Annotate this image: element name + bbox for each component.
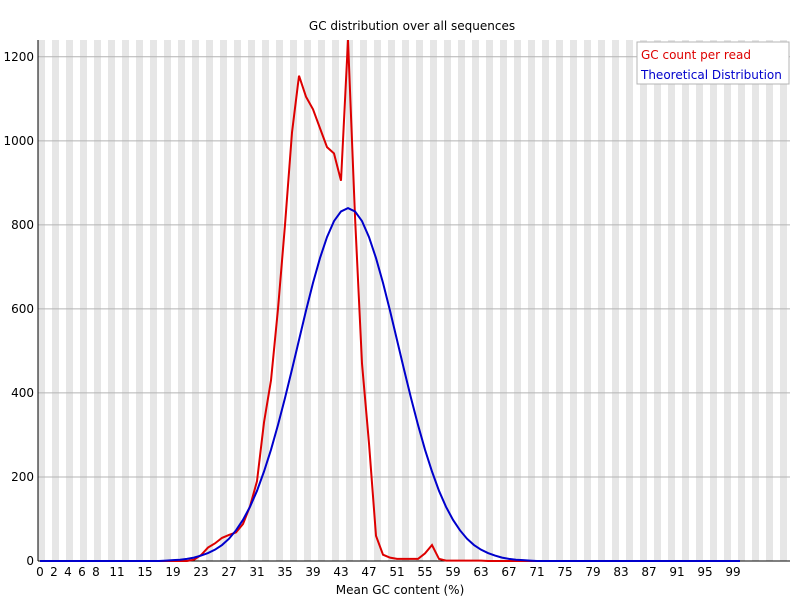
band <box>346 40 353 561</box>
band <box>290 40 297 561</box>
band <box>332 40 339 561</box>
x-tick-label: 51 <box>389 565 404 579</box>
x-tick-label: 71 <box>529 565 544 579</box>
x-tick-label: 59 <box>445 565 460 579</box>
band <box>430 40 437 561</box>
x-tick-label: 87 <box>641 565 656 579</box>
band <box>598 40 605 561</box>
x-tick-label: 19 <box>165 565 180 579</box>
band <box>108 40 115 561</box>
band <box>192 40 199 561</box>
y-tick-label: 400 <box>11 386 34 400</box>
y-tick-label: 1000 <box>3 134 34 148</box>
band <box>500 40 507 561</box>
band <box>668 40 675 561</box>
band <box>262 40 269 561</box>
band <box>612 40 619 561</box>
band <box>682 40 689 561</box>
x-tick-label: 2 <box>50 565 58 579</box>
band <box>486 40 493 561</box>
plot-background <box>38 40 787 561</box>
x-tick-label: 91 <box>669 565 684 579</box>
band <box>570 40 577 561</box>
x-tick-label: 31 <box>249 565 264 579</box>
band <box>150 40 157 561</box>
y-tick-label: 800 <box>11 218 34 232</box>
band <box>374 40 381 561</box>
band <box>80 40 87 561</box>
x-tick-label: 39 <box>305 565 320 579</box>
x-tick-label: 67 <box>501 565 516 579</box>
x-tick-label: 55 <box>417 565 432 579</box>
y-tick-label: 200 <box>11 470 34 484</box>
band <box>234 40 241 561</box>
band <box>164 40 171 561</box>
band <box>304 40 311 561</box>
band <box>66 40 73 561</box>
band <box>738 40 745 561</box>
band <box>528 40 535 561</box>
band <box>444 40 451 561</box>
x-tick-label: 11 <box>109 565 124 579</box>
band <box>472 40 479 561</box>
data-line <box>40 206 740 562</box>
band <box>122 40 129 561</box>
band <box>248 40 255 561</box>
legend-box <box>636 41 790 85</box>
band <box>710 40 717 561</box>
x-tick-label: 6 <box>78 565 86 579</box>
x-tick-label: 27 <box>221 565 236 579</box>
chart-title: GC distribution over all sequences <box>309 19 515 33</box>
band <box>696 40 703 561</box>
band <box>514 40 521 561</box>
x-tick-label: 0 <box>36 565 44 579</box>
x-tick-label: 75 <box>557 565 572 579</box>
x-tick-label: 43 <box>333 565 348 579</box>
x-tick-label: 79 <box>585 565 600 579</box>
band <box>640 40 647 561</box>
band <box>584 40 591 561</box>
x-tick-label: 8 <box>92 565 100 579</box>
band <box>766 40 773 561</box>
band <box>752 40 759 561</box>
band <box>220 40 227 561</box>
band <box>388 40 395 561</box>
band <box>416 40 423 561</box>
band <box>724 40 731 561</box>
band <box>318 40 325 561</box>
x-tick-label: 35 <box>277 565 292 579</box>
x-tick-label: 95 <box>697 565 712 579</box>
band <box>654 40 661 561</box>
band <box>402 40 409 561</box>
x-tick-label: 63 <box>473 565 488 579</box>
y-tick-label: 600 <box>11 302 34 316</box>
band <box>136 40 143 561</box>
band <box>360 40 367 561</box>
y-tick-label: 0 <box>26 554 34 568</box>
band <box>780 40 787 561</box>
x-tick-label: 99 <box>725 565 740 579</box>
x-tick-label: 47 <box>361 565 376 579</box>
x-tick-label: 83 <box>613 565 628 579</box>
band <box>178 40 185 561</box>
band <box>626 40 633 561</box>
x-axis-label: Mean GC content (%) <box>336 583 465 597</box>
band <box>556 40 563 561</box>
band <box>94 40 101 561</box>
x-tick-label: 4 <box>64 565 72 579</box>
legend-label: GC count per read <box>641 48 751 62</box>
x-tick-label: 23 <box>193 565 208 579</box>
band <box>38 40 45 561</box>
y-tick-label: 1200 <box>3 50 34 64</box>
x-tick-label: 15 <box>137 565 152 579</box>
band <box>206 40 213 561</box>
band <box>52 40 59 561</box>
band <box>542 40 549 561</box>
legend-label: Theoretical Distribution <box>640 68 782 82</box>
band <box>458 40 465 561</box>
